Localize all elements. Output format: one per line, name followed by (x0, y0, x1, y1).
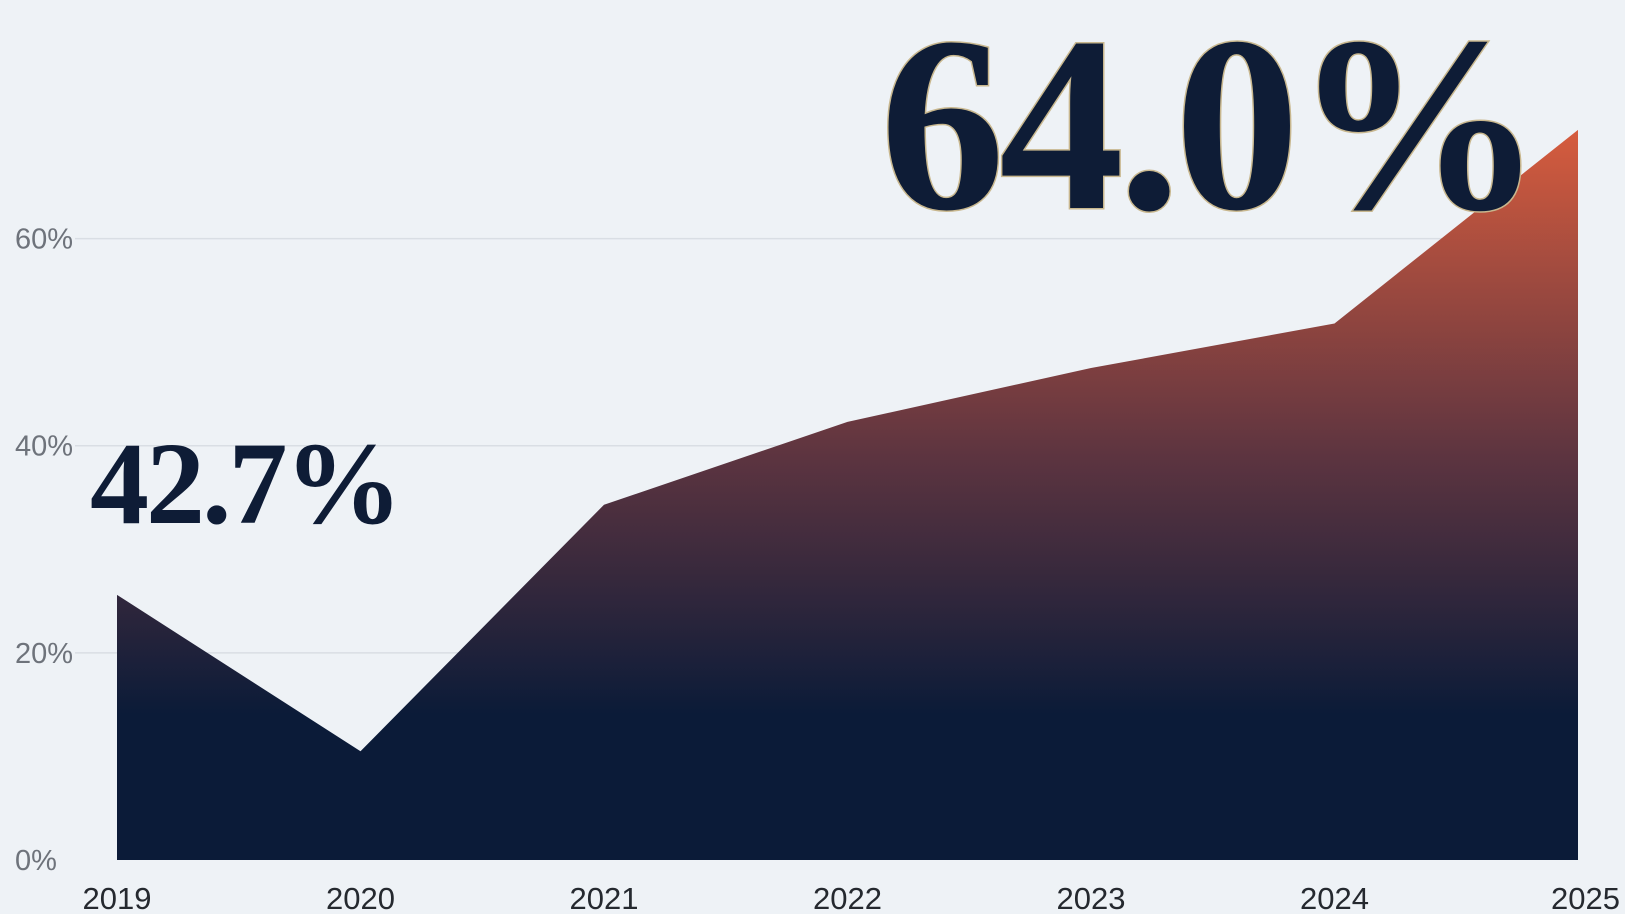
y-tick-label-0: 0% (15, 845, 57, 877)
y-tick-label-3: 60% (15, 224, 73, 256)
x-tick-label-2019: 2019 (83, 881, 152, 914)
x-axis-ticks: 2019 2020 2021 2022 2023 2024 2025 (83, 881, 1620, 914)
x-tick-label-2021: 2021 (570, 881, 639, 914)
callout-2019-value: 42.7% (90, 418, 402, 549)
x-tick-label-2022: 2022 (813, 881, 882, 914)
y-tick-label-2: 40% (15, 431, 73, 463)
area-fill (117, 129, 1578, 861)
x-tick-label-2025: 2025 (1551, 881, 1620, 914)
y-tick-label-1: 20% (15, 638, 73, 670)
x-tick-label-2020: 2020 (326, 881, 395, 914)
callout-2025-value: 64.0% (879, 0, 1545, 263)
y-axis-ticks: 0% 20% 40% 60% (15, 224, 73, 877)
area-series (117, 129, 1578, 861)
x-tick-label-2024: 2024 (1300, 881, 1369, 914)
x-tick-label-2023: 2023 (1057, 881, 1126, 914)
